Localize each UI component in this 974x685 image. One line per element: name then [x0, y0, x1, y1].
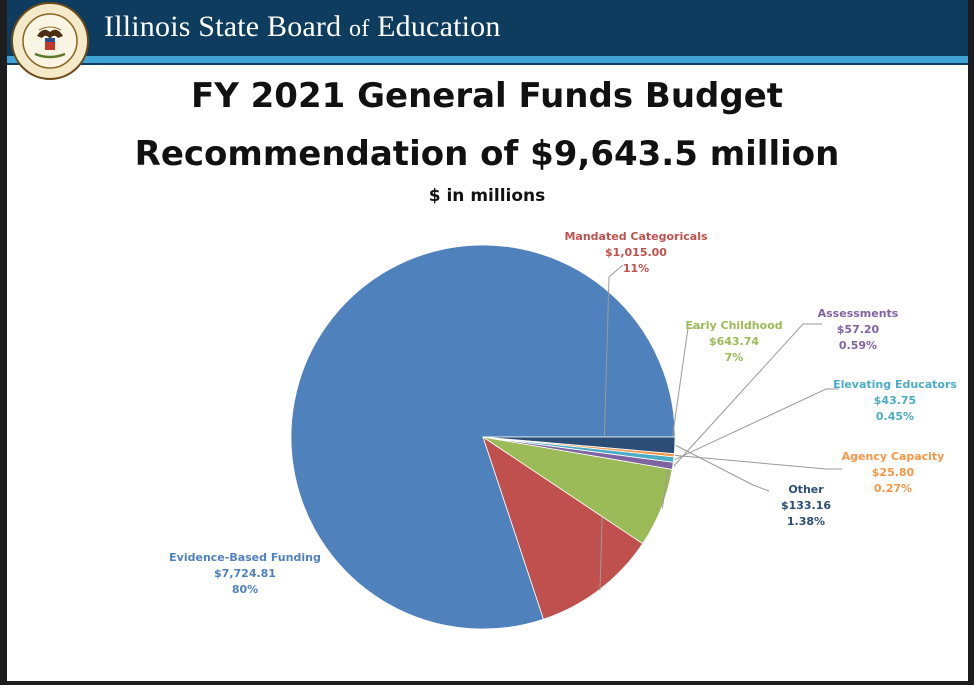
slice-value-label: $643.74: [708, 335, 760, 348]
slice-value-label: $1,015.00: [605, 246, 667, 259]
pie-slice-other: [482, 436, 676, 455]
slice-value-label: $57.20: [836, 323, 880, 336]
slice-percent-label: 7%: [724, 351, 744, 364]
leader-line-assessments: [673, 323, 822, 467]
slice-percent-label: 0.45%: [875, 410, 915, 423]
slice-percent-label: 80%: [231, 583, 259, 596]
data-label-mandated-categoricals: Mandated Categoricals $1,015.00 11%: [556, 229, 716, 277]
slice-percent-label: 11%: [622, 262, 650, 275]
window-frame-bottom: [0, 681, 974, 685]
leader-line-other: [675, 444, 770, 492]
data-label-agency-capacity: Agency Capacity $25.80 0.27%: [813, 449, 973, 497]
header-stripe-dark: [7, 63, 968, 65]
chart-title-line2: Recommendation of $9,643.5 million: [134, 134, 840, 174]
slice-name-label: Evidence-Based Funding: [169, 551, 321, 564]
data-label-other: Other $133.16 1.38%: [726, 482, 886, 530]
data-label-elevating-educators: Elevating Educators $43.75 0.45%: [815, 377, 974, 425]
slice-name-label: Elevating Educators: [833, 378, 957, 391]
header-stripe: [7, 56, 968, 63]
slice-value-label: $43.75: [873, 394, 917, 407]
window-frame-right: [968, 0, 974, 685]
slice-name-label: Agency Capacity: [841, 450, 945, 463]
pie-slice-mandated-categoricals: [482, 436, 644, 620]
chart-subtitle: $ in millions: [428, 186, 546, 206]
leader-line-agency-capacity: [675, 454, 842, 470]
slice-value-label: $25.80: [871, 466, 915, 479]
slice-percent-label: 0.27%: [873, 482, 913, 495]
state-seal-icon: [11, 2, 89, 80]
slice-value-label: $133.16: [780, 499, 832, 512]
window-frame-left: [0, 0, 7, 685]
leader-line-elevating-educators: [674, 388, 839, 461]
org-name: Illinois State Board of Education: [104, 10, 501, 43]
slice-name-label: Mandated Categoricals: [564, 230, 708, 243]
slice-percent-label: 0.59%: [838, 339, 878, 352]
data-label-assessments: Assessments $57.20 0.59%: [778, 306, 938, 354]
slice-name-label: Other: [788, 483, 824, 496]
header-banner: [7, 0, 968, 56]
slice-name-label: Assessments: [817, 307, 899, 320]
slice-name-label: Early Childhood: [685, 319, 783, 332]
slice-value-label: $7,724.81: [214, 567, 276, 580]
data-label-early-childhood: Early Childhood $643.74 7%: [654, 318, 814, 366]
data-label-evidence-based-funding: Evidence-Based Funding $7,724.81 80%: [165, 550, 325, 598]
slice-percent-label: 1.38%: [786, 515, 826, 528]
chart-title-line1: FY 2021 General Funds Budget: [190, 76, 784, 116]
